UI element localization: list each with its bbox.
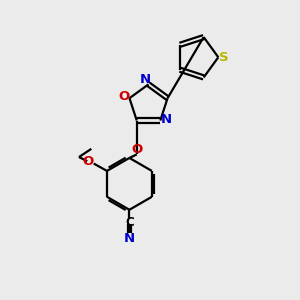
Text: N: N xyxy=(161,113,172,127)
Text: S: S xyxy=(219,51,228,64)
Text: C: C xyxy=(125,216,134,229)
Text: O: O xyxy=(131,142,142,156)
Text: N: N xyxy=(140,74,151,86)
Text: O: O xyxy=(118,90,129,103)
Text: N: N xyxy=(124,232,135,244)
Text: O: O xyxy=(83,155,94,168)
